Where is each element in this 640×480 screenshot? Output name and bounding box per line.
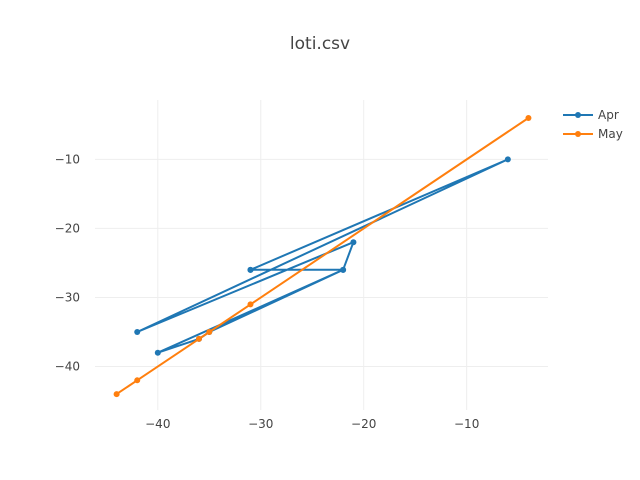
legend-item-apr[interactable]: Apr bbox=[563, 108, 619, 122]
data-point-apr[interactable] bbox=[154, 349, 161, 356]
x-tick-label: −20 bbox=[351, 417, 376, 431]
chart-title: loti.csv bbox=[290, 34, 350, 54]
series-layer bbox=[113, 114, 532, 398]
legend[interactable]: Apr May bbox=[563, 108, 623, 141]
y-tick-label: −30 bbox=[55, 290, 80, 304]
series-line-may bbox=[116, 117, 529, 395]
legend-item-may[interactable]: May bbox=[563, 127, 623, 141]
grid-layer bbox=[95, 100, 548, 410]
y-tick-label: −40 bbox=[55, 360, 80, 374]
y-tick-label: −10 bbox=[55, 152, 80, 166]
data-point-may[interactable] bbox=[525, 114, 532, 121]
y-tick-label: −20 bbox=[55, 221, 80, 235]
legend-swatch-marker bbox=[575, 112, 581, 118]
data-point-may[interactable] bbox=[113, 391, 120, 398]
data-point-apr[interactable] bbox=[134, 328, 141, 335]
data-point-may[interactable] bbox=[247, 301, 254, 308]
x-tick-label: −30 bbox=[248, 417, 273, 431]
legend-label: May bbox=[598, 127, 623, 141]
legend-swatch-marker bbox=[575, 131, 581, 137]
data-point-may[interactable] bbox=[195, 335, 202, 342]
data-point-apr[interactable] bbox=[350, 239, 357, 246]
legend-label: Apr bbox=[598, 108, 619, 122]
series-line-apr bbox=[136, 158, 509, 354]
data-point-apr[interactable] bbox=[340, 266, 347, 273]
x-tick-label: −40 bbox=[145, 417, 170, 431]
data-point-may[interactable] bbox=[206, 328, 213, 335]
data-point-apr[interactable] bbox=[504, 156, 511, 163]
data-point-apr[interactable] bbox=[247, 266, 254, 273]
data-point-may[interactable] bbox=[134, 377, 141, 384]
axis-layer: −40 −30 −20 −10 −40 −30 −20 −10 bbox=[55, 152, 480, 431]
series-may bbox=[113, 114, 532, 398]
x-tick-label: −10 bbox=[454, 417, 479, 431]
